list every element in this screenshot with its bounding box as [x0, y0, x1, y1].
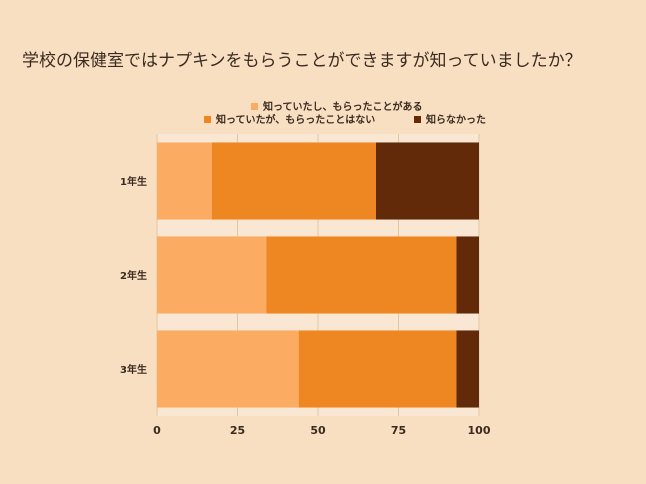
- legend-swatch: [251, 103, 258, 110]
- x-tick-label: 50: [310, 424, 326, 437]
- x-tick-label: 0: [153, 424, 161, 437]
- bar-segment: [456, 236, 479, 314]
- bar-segment: [266, 236, 457, 314]
- legend-label: 知っていたし、もらったことがある: [263, 102, 423, 113]
- x-tick-label: 75: [391, 424, 406, 437]
- bar-segment: [157, 142, 212, 220]
- legend-item: 知っていたが、もらったことはない: [204, 111, 375, 126]
- legend-item: 知っていたし、もらったことがある: [251, 98, 423, 113]
- bar-segment: [211, 142, 376, 220]
- bar-segment: [456, 330, 479, 408]
- legend-label: 知っていたが、もらったことはない: [216, 115, 376, 126]
- x-tick-label: 25: [230, 424, 245, 437]
- bar-segment: [157, 330, 299, 408]
- legend-item: 知らなかった: [414, 111, 486, 126]
- bar-segment: [157, 236, 267, 314]
- bar-segment: [298, 330, 457, 408]
- category-label: 2年生: [120, 269, 147, 282]
- bar-segment: [375, 142, 479, 220]
- legend-label: 知らなかった: [426, 115, 486, 126]
- category-label: 3年生: [120, 363, 147, 376]
- legend-swatch: [204, 116, 211, 123]
- chart-title: 学校の保健室ではナプキンをもらうことができますが知っていましたか？: [22, 51, 582, 71]
- legend-swatch: [414, 116, 421, 123]
- category-label: 1年生: [120, 175, 147, 188]
- x-tick-label: 100: [468, 424, 491, 437]
